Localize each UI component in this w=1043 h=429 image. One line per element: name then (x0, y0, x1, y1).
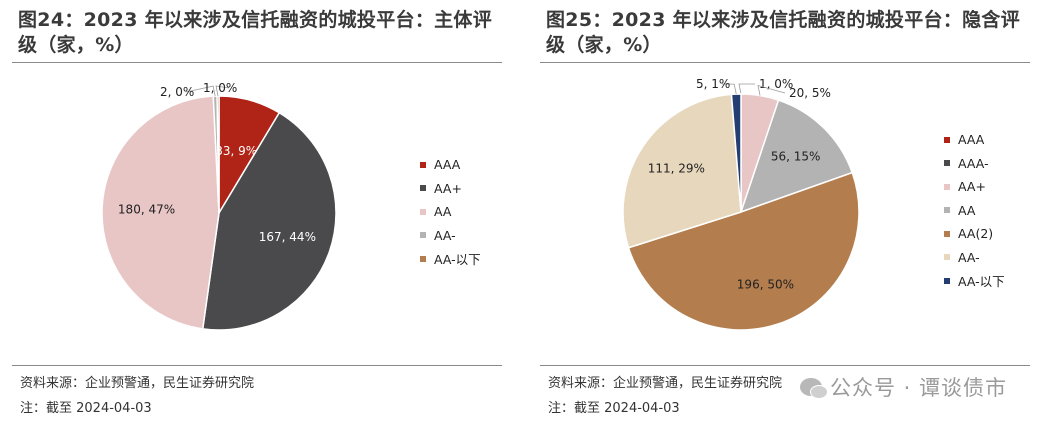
pie-label-left-3-leader (185, 85, 216, 97)
legend-left-item-2: AA (420, 200, 481, 224)
wechat-icon (799, 378, 828, 399)
legend-swatch (420, 161, 426, 168)
panel-left: 图24：2023 年以来涉及信托融资的城投平台：主体评级（家，%） 33, 9%… (0, 0, 515, 429)
pie-label-right-2-leader (757, 84, 786, 96)
legend-swatch (420, 185, 426, 192)
legend-swatch (420, 208, 426, 215)
legend-swatch (420, 255, 426, 262)
pie-label-left-4: 1, 0% (203, 81, 237, 95)
legend-swatch (420, 232, 426, 239)
chart-title-left: 图24：2023 年以来涉及信托融资的城投平台：主体评级（家，%） (18, 9, 493, 56)
legend-label: AA+ (434, 180, 462, 196)
top-rule-left (12, 62, 502, 63)
top-rule-right (540, 62, 1030, 63)
panel-right: 图25：2023 年以来涉及信托融资的城投平台：隐含评级（家，%） 1, 0% 2… (528, 0, 1043, 429)
pie-label-right-1-leader (738, 83, 755, 95)
pie-label-left-0: 33, 9% (215, 144, 257, 158)
legend-label: AA(2) (958, 226, 994, 242)
legend-label: AA (958, 202, 976, 218)
date-note-right: 注：截至 2024-04-03 (548, 401, 680, 416)
chart-title-right: 图25：2023 年以来涉及信托融资的城投平台：隐含评级（家，%） (546, 9, 1021, 56)
pie-chart-left: 33, 9% 167, 44% 180, 47% 2, 0% 1, 0% (101, 81, 337, 331)
legend-swatch (944, 254, 950, 261)
pie-label-right-6: 5, 1% (696, 77, 730, 91)
pie-label-left-2: 180, 47% (118, 203, 175, 217)
legend-right-item-3: AA (944, 199, 1005, 223)
watermark-text: 公众号 · 谭谈债市 (829, 376, 1007, 400)
pie-slice-right-5 (622, 93, 742, 249)
legend-right-item-0: AAA (944, 128, 1005, 152)
legend-right-item-2: AA+ (944, 175, 1005, 199)
legend-label: AA-以下 (434, 252, 481, 268)
legend-left-item-3: AA- (420, 224, 481, 248)
legend-swatch (944, 183, 950, 190)
legend-swatch (944, 207, 950, 214)
pie-label-left-3: 2, 0% (160, 85, 194, 99)
legend-swatch (944, 230, 950, 237)
legend-swatch (944, 277, 950, 284)
legend-label: AA- (958, 249, 980, 265)
pie-slice-right-4 (627, 171, 860, 331)
source-note-right: 资料来源：企业预警通，民生证券研究院 (548, 376, 783, 391)
date-note-left: 注：截至 2024-04-03 (20, 401, 152, 416)
pie-slice-left-1 (201, 111, 337, 331)
bottom-rule-right (540, 365, 1030, 366)
legend-label: AA-以下 (958, 274, 1005, 290)
pie-label-right-4: 196, 50% (737, 278, 794, 292)
legend-left-item-0: AAA (420, 153, 481, 177)
pie-label-left-4-leader (215, 85, 230, 97)
legend-right-item-6: AA-以下 (944, 269, 1005, 293)
pie-label-left-1: 167, 44% (259, 230, 316, 244)
pie-label-right-1: 1, 0% (759, 77, 793, 91)
legend-swatch (944, 136, 950, 143)
legend-swatch (944, 160, 950, 167)
legend-right-item-1: AAA- (944, 152, 1005, 176)
pie-label-right-3: 56, 15% (771, 149, 821, 163)
legend-right-item-5: AA- (944, 246, 1005, 270)
legend-label: AAA (434, 157, 461, 173)
legend-label: AA+ (958, 179, 986, 195)
watermark: 公众号 · 谭谈债市 (799, 372, 1007, 402)
pie-chart-right: 1, 0%20, 5% 56, 15% 196, 50% 111, 29% 5, 1% (622, 77, 860, 331)
pie-label-right-6-leader (721, 83, 737, 95)
legend-label: AA (434, 204, 452, 220)
pie-label-right-2: 20, 5% (789, 86, 831, 100)
pie-slice-right-3 (739, 99, 854, 214)
legend-right-item-4: AA(2) (944, 222, 1005, 246)
legend-left: AAA AA+ AA AA- AA-以下 (420, 153, 481, 271)
legend-label: AA- (434, 227, 456, 243)
pie-label-right-5: 111, 29% (648, 162, 705, 176)
legend-left-item-4: AA-以下 (420, 247, 481, 271)
legend-right: AAA AAA- AA+ AA AA(2) AA- AA-以下 (944, 128, 1005, 293)
legend-label: AAA- (958, 155, 989, 171)
pie-slice-left-4 (216, 95, 220, 214)
bottom-rule-left (12, 365, 502, 366)
legend-label: AAA (958, 132, 985, 148)
source-note-left: 资料来源：企业预警通，民生证券研究院 (20, 376, 255, 391)
pie-slice-left-2 (101, 95, 220, 330)
legend-left-item-1: AA+ (420, 177, 481, 201)
